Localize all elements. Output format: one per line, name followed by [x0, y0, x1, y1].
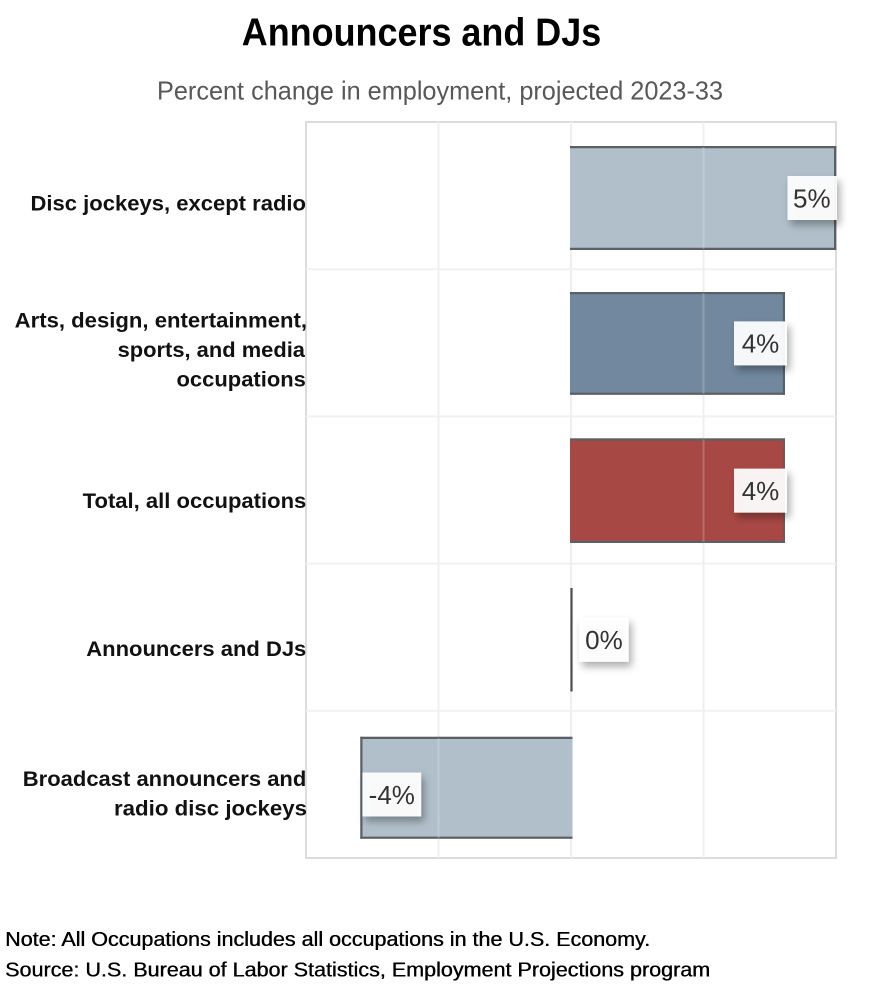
svg-text:Arts, design, entertainment,: Arts, design, entertainment,	[15, 309, 307, 332]
svg-text:-4%: -4%	[369, 780, 415, 810]
svg-text:0%: 0%	[585, 625, 623, 655]
svg-text:5%: 5%	[793, 183, 831, 213]
svg-text:Total, all occupations: Total, all occupations	[83, 490, 307, 513]
svg-text:4%: 4%	[742, 476, 780, 506]
svg-text:Percent change in employment,: Percent change in employment, projected …	[157, 76, 723, 106]
svg-text:occupations: occupations	[177, 368, 306, 391]
svg-text:4%: 4%	[742, 329, 780, 359]
svg-text:sports, and media: sports, and media	[118, 339, 306, 362]
svg-text:Announcers and DJs: Announcers and DJs	[86, 638, 306, 661]
svg-text:Source: U.S. Bureau of Labor S: Source: U.S. Bureau of Labor Statistics,…	[5, 959, 710, 981]
svg-text:radio disc jockeys: radio disc jockeys	[114, 797, 307, 820]
svg-text:Broadcast announcers and: Broadcast announcers and	[23, 768, 307, 791]
svg-text:Note: All Occupations includes: Note: All Occupations includes all occup…	[5, 929, 650, 951]
svg-text:Disc jockeys, except radio: Disc jockeys, except radio	[31, 192, 307, 215]
svg-text:Announcers and DJs: Announcers and DJs	[242, 11, 602, 54]
